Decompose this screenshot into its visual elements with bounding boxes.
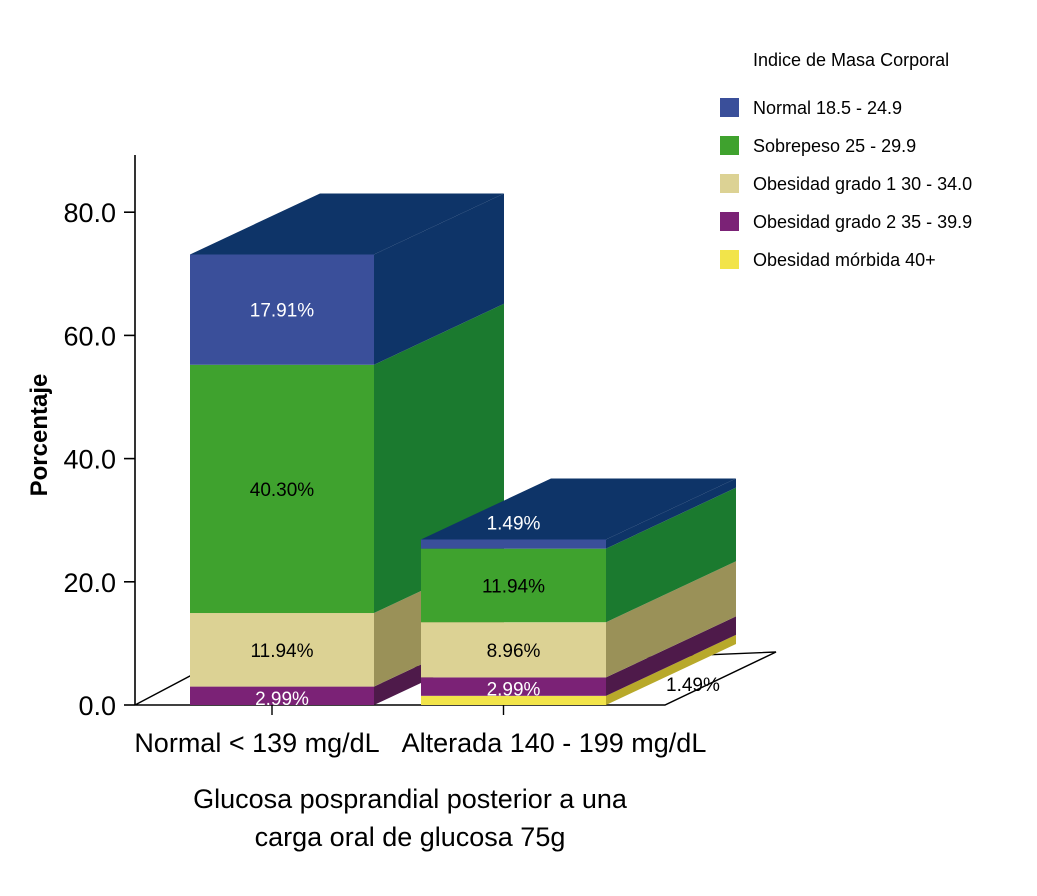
bar-segment-front	[421, 548, 606, 623]
data-label: 8.96%	[487, 641, 541, 662]
legend-entry: Obesidad mórbida 40+	[753, 250, 936, 270]
y-tick-label: 20.0	[63, 568, 116, 598]
data-labels-group: 2.99% 11.94% 40.30% 17.91% 1.49% 2.99% 8.96% 11…	[250, 301, 720, 710]
data-label: 1.49%	[666, 675, 720, 696]
bar-segment-front	[421, 539, 606, 549]
bar-segment-front	[421, 695, 606, 705]
data-label: 17.91%	[250, 301, 315, 322]
bar-segment-front	[190, 613, 374, 687]
x-axis-title-line-2: carga oral de glucosa 75g	[255, 822, 566, 852]
legend-swatch	[720, 250, 739, 269]
data-label: 11.94%	[250, 641, 313, 662]
bar-segment-side	[606, 634, 736, 705]
data-label: 11.94%	[482, 576, 545, 597]
bars-group	[190, 193, 736, 705]
bar-segment-front	[421, 677, 606, 696]
legend-swatch	[720, 136, 739, 155]
x-category-label: Alterada 140 - 199 mg/dL	[402, 728, 707, 758]
bar-segment-side	[374, 193, 504, 365]
bar-segment-side	[606, 616, 736, 696]
legend-swatch	[720, 212, 739, 231]
data-label: 2.99%	[487, 680, 541, 701]
legend-entry: Obesidad grado 1 30 - 34.0	[753, 174, 972, 194]
y-tick-label: 40.0	[63, 445, 116, 475]
bar-top-face	[421, 478, 736, 540]
bar-segment-side	[606, 487, 736, 623]
bar-segment-side	[606, 561, 736, 678]
legend-entry: Normal 18.5 - 24.9	[753, 98, 902, 118]
y-tick-label: 0.0	[78, 691, 116, 721]
y-tick-label: 60.0	[63, 321, 116, 351]
bar-segment-front	[190, 364, 374, 614]
x-category-labels: Normal < 139 mg/dL Alterada 140 - 199 mg/…	[134, 705, 706, 758]
y-axis-title: Porcentaje	[26, 374, 53, 497]
x-category-label: Normal < 139 mg/dL	[134, 728, 379, 758]
bar-segment-front	[190, 254, 374, 365]
bar-segment-front	[190, 686, 374, 705]
data-label: 2.99%	[255, 689, 309, 710]
bar-segment-front	[421, 622, 606, 678]
y-tick-label: 80.0	[63, 198, 116, 228]
legend: Indice de Masa Corporal Normal 18.5 - 24.…	[720, 50, 972, 270]
legend-entry: Obesidad grado 2 35 - 39.9	[753, 212, 972, 232]
bar-segment-side	[606, 478, 736, 549]
legend-swatch	[720, 174, 739, 193]
bar-top-face	[190, 193, 504, 255]
legend-title: Indice de Masa Corporal	[753, 50, 949, 70]
x-axis-title-line-1: Glucosa posprandial posterior a una	[193, 784, 628, 814]
data-label: 40.30%	[250, 480, 315, 501]
data-label: 1.49%	[487, 513, 541, 534]
legend-swatch	[720, 98, 739, 117]
y-axis: 0.0 20.0 40.0 60.0 80.0	[63, 155, 136, 721]
legend-entry: Sobrepeso 25 - 29.9	[753, 136, 916, 156]
